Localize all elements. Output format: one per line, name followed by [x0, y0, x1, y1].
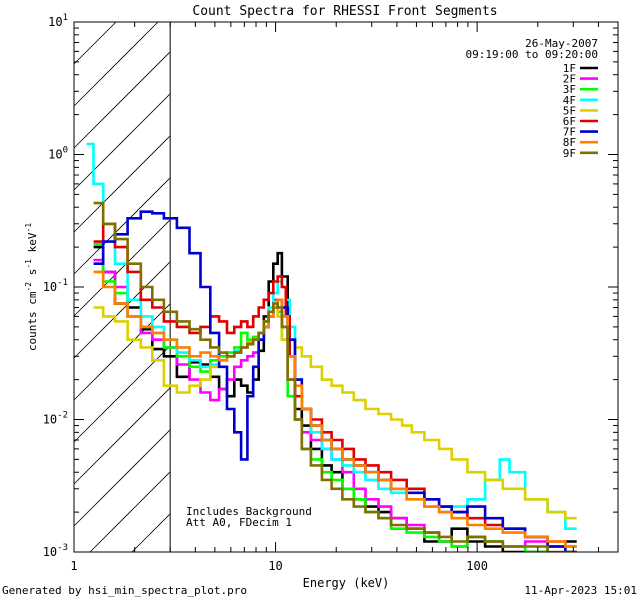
hatch-line: [73, 51, 171, 149]
date-label: 26-May-2007: [525, 37, 598, 50]
legend-label: 3F: [563, 83, 576, 96]
hatch-line: [73, 387, 171, 485]
y-axis-label-text: counts cm-2 s-1 keV-1: [24, 223, 39, 351]
hatch-line: [131, 513, 171, 553]
x-tick-label: 100: [466, 559, 488, 573]
y-tick-label: 101: [48, 13, 68, 29]
legend-label: 9F: [563, 147, 576, 160]
hatch-line: [73, 21, 117, 65]
hatched-region: [73, 21, 171, 553]
series-5F: [93, 306, 577, 520]
series-1F: [93, 245, 577, 552]
hatch-line: [73, 21, 159, 107]
y-axis-label: counts cm-2 s-1 keV-1: [24, 223, 39, 351]
x-axis-ticks: 1 10 100: [70, 22, 619, 573]
legend-label: 7F: [563, 126, 576, 139]
x-tick-label: 1: [70, 559, 77, 573]
y-tick-label: 10-2: [43, 411, 68, 427]
x-tick-label: 10: [268, 559, 282, 573]
y-tick-label: 100: [48, 146, 68, 162]
timestamp-footer: 11-Apr-2023 15:01: [524, 584, 637, 597]
hatch-line: [73, 303, 171, 401]
chart-title: Count Spectra for RHESSI Front Segments: [192, 4, 497, 19]
y-axis-ticks: 10-3 10-2 10-1 100 101: [43, 13, 618, 559]
hatch-line: [73, 93, 171, 191]
annotation-attenuator: Att A0, FDecim 1: [186, 516, 292, 529]
legend-label: 8F: [563, 136, 576, 149]
y-tick-label: 10-3: [43, 543, 68, 559]
hatch-line: [73, 345, 171, 443]
hatch-line: [73, 261, 171, 359]
series-lines: [86, 142, 577, 552]
legend-label: 2F: [563, 73, 576, 86]
time-range-label: 09:19:00 to 09:20:00: [466, 48, 598, 61]
y-tick-label: 10-1: [43, 278, 68, 294]
legend-label: 1F: [563, 62, 576, 75]
legend-label: 6F: [563, 115, 576, 128]
legend-label: 5F: [563, 104, 576, 117]
hatch-line: [73, 177, 171, 275]
series-7F: [93, 210, 577, 552]
annotation-background: Includes Background: [186, 505, 312, 518]
hatch-line: [73, 135, 171, 233]
hatch-line: [73, 219, 171, 317]
legend-label: 4F: [563, 94, 576, 107]
hatch-line: [89, 471, 171, 553]
generated-by-footer: Generated by hsi_min_spectra_plot.pro: [2, 584, 247, 597]
x-axis-label: Energy (keV): [303, 576, 390, 590]
hatch-line: [73, 429, 171, 527]
series-2F: [93, 258, 577, 552]
series-3F: [93, 243, 577, 552]
series-9F: [93, 201, 577, 552]
